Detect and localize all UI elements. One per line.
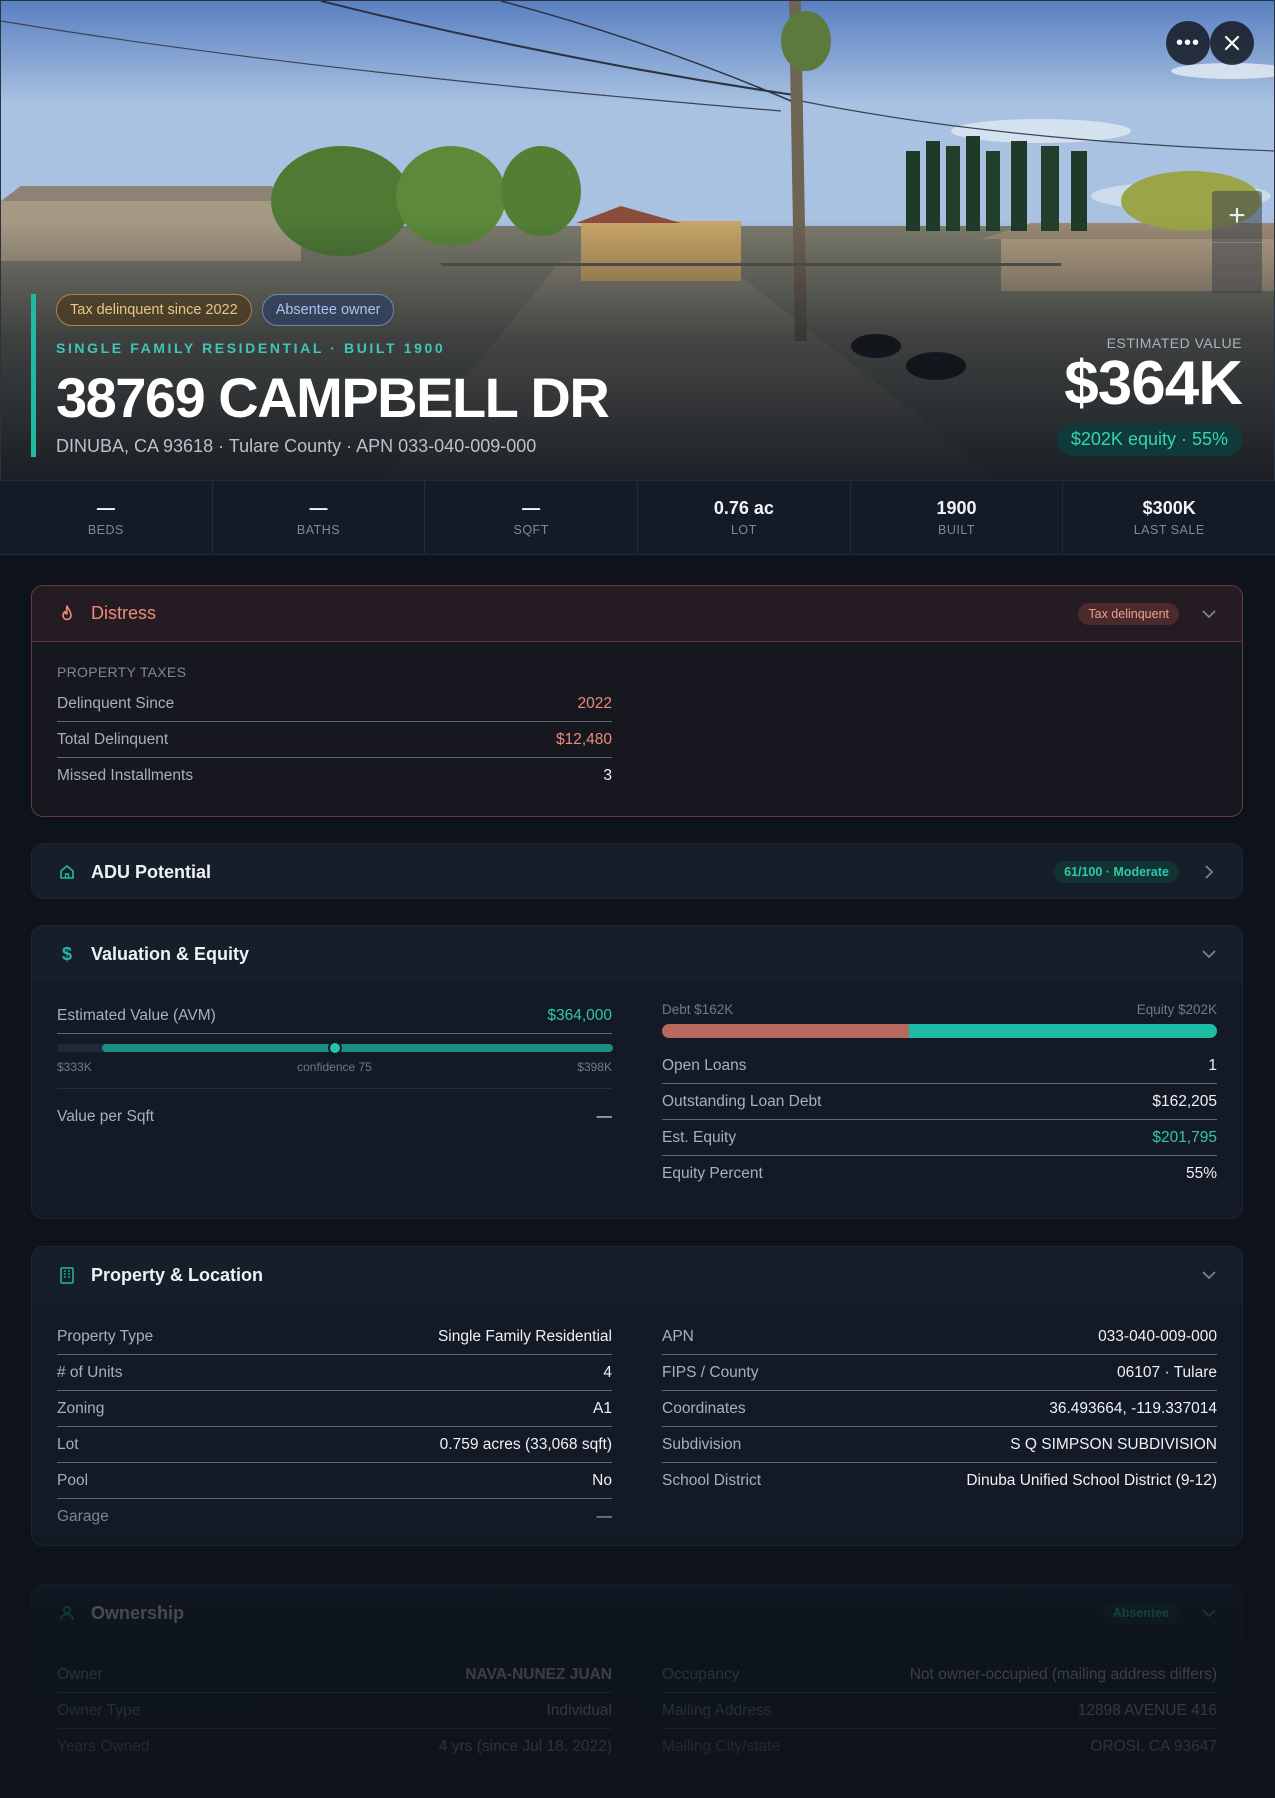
chevron-down-icon[interactable] xyxy=(1201,946,1217,962)
stat-baths: — BATHS xyxy=(213,481,426,554)
units-row: # of Units 4 xyxy=(57,1355,612,1391)
close-icon xyxy=(1224,35,1240,51)
subdivision-row: Subdivision S Q SIMPSON SUBDIVISION xyxy=(662,1427,1217,1463)
home-icon xyxy=(57,862,77,882)
missed-installments-row: Missed Installments 3 xyxy=(57,767,612,784)
property-subaddress: DINUBA, CA 93618 · Tulare County · APN 0… xyxy=(56,436,537,456)
building-icon xyxy=(57,1265,77,1285)
zoom-out-button[interactable] xyxy=(1212,243,1262,294)
adu-title: ADU Potential xyxy=(91,861,212,882)
chevron-down-icon[interactable] xyxy=(1201,1267,1217,1283)
tax-delinquent-status-badge: Tax delinquent xyxy=(1078,602,1179,625)
avm-value: $364,000 xyxy=(547,1006,612,1024)
stat-beds: — BEDS xyxy=(0,481,213,554)
mailing-address-row: Mailing Address 12898 AVENUE 416 xyxy=(662,1693,1217,1729)
property-taxes-label: PROPERTY TAXES xyxy=(57,664,187,680)
valuation-equity-card: $ Valuation & Equity Estimated Value (AV… xyxy=(31,925,1243,1219)
zoning-row: Zoning A1 xyxy=(57,1391,612,1427)
occupancy-row: Occupancy Not owner-occupied (mailing add… xyxy=(662,1657,1217,1693)
property-header-bar[interactable]: Property & Location xyxy=(32,1247,1242,1303)
property-hero: ••• + Tax delinquent since 2022 Absentee… xyxy=(0,0,1275,480)
zoom-in-button[interactable]: + xyxy=(1212,191,1262,243)
avm-row: Estimated Value (AVM) $364,000 xyxy=(57,998,612,1034)
adu-score-badge: 61/100 · Moderate xyxy=(1054,861,1179,883)
property-address: 38769 CAMPBELL DR xyxy=(56,366,610,429)
distress-card: Distress Tax delinquent PROPERTY TAXES D… xyxy=(31,585,1243,817)
garage-row: Garage — xyxy=(57,1508,612,1525)
map-zoom-control: + xyxy=(1212,191,1262,293)
avm-marker xyxy=(328,1041,342,1055)
apn-row: APN 033-040-009-000 xyxy=(662,1319,1217,1355)
more-options-button[interactable]: ••• xyxy=(1166,21,1210,65)
ownership-card: Ownership Absentee Owner NAVA-NUNEZ JUAN … xyxy=(31,1584,1243,1798)
dollar-icon: $ xyxy=(61,943,72,964)
plus-icon: + xyxy=(1228,199,1246,233)
pool-row: Pool No xyxy=(57,1463,612,1499)
delinquent-since-row: Delinquent Since 2022 xyxy=(57,686,612,722)
est-equity-row: Est. Equity $201,795 xyxy=(662,1120,1217,1156)
range-confidence: confidence 75 xyxy=(297,1060,372,1074)
property-type-kicker: SINGLE FAMILY RESIDENTIAL · BUILT 1900 xyxy=(56,340,446,356)
close-button[interactable] xyxy=(1210,21,1254,65)
distress-header[interactable]: Distress Tax delinquent xyxy=(32,586,1242,642)
chevron-right-icon[interactable] xyxy=(1201,864,1217,880)
absentee-owner-badge: Absentee owner xyxy=(261,294,395,326)
outstanding-debt-row: Outstanding Loan Debt $162,205 xyxy=(662,1084,1217,1120)
equity-badge: $202K equity · 55% xyxy=(1056,423,1242,456)
tax-delinquent-badge: Tax delinquent since 2022 xyxy=(56,294,252,326)
stat-sqft: — SQFT xyxy=(425,481,639,554)
debt-label: Debt $162K xyxy=(662,1002,734,1017)
distress-title: Distress xyxy=(91,603,157,623)
stat-built: 1900 BUILT xyxy=(851,481,1064,554)
debt-equity-bar xyxy=(662,1024,1217,1038)
range-high: $398K xyxy=(577,1060,612,1074)
more-horizontal-icon: ••• xyxy=(1175,32,1200,54)
stat-last-sale: $300K LAST SALE xyxy=(1133,498,1205,537)
property-location-card: Property & Location Property Type Single … xyxy=(31,1246,1243,1546)
years-owned-row: Years Owned 4 yrs (since Jul 18, 2022) xyxy=(57,1738,612,1755)
value-per-sqft-row: Value per Sqft — xyxy=(57,1108,612,1125)
equity-percent-row: Equity Percent 55% xyxy=(662,1165,1217,1182)
total-delinquent-row: Total Delinquent $12,480 xyxy=(57,722,612,758)
avm-confidence-range xyxy=(57,1041,613,1055)
coordinates-row: Coordinates 36.493664, -119.337014 xyxy=(662,1391,1217,1427)
absentee-badge: Absentee xyxy=(1102,1602,1179,1624)
equity-label: Equity $202K xyxy=(1136,1002,1217,1017)
debt-segment xyxy=(662,1024,909,1038)
valuation-title: Valuation & Equity xyxy=(91,943,250,964)
ownership-header[interactable]: Ownership Absentee xyxy=(32,1585,1242,1641)
estimated-value-label: ESTIMATED VALUE xyxy=(1106,335,1242,351)
flame-icon xyxy=(57,604,77,624)
equity-segment xyxy=(908,1024,1217,1038)
open-loans-row: Open Loans 1 xyxy=(662,1048,1217,1084)
ownership-title: Ownership xyxy=(91,1602,185,1623)
fips-county-row: FIPS / County 06107 · Tulare xyxy=(662,1355,1217,1391)
mailing-city-row: Mailing City/state OROSI, CA 93647 xyxy=(662,1738,1217,1755)
lot-row: Lot 0.759 acres (33,068 sqft) xyxy=(57,1427,612,1463)
estimated-value: $364K xyxy=(1064,349,1243,418)
stat-lot: 0.76 ac LOT xyxy=(638,481,851,554)
owner-row: Owner NAVA-NUNEZ JUAN xyxy=(57,1657,612,1693)
owner-type-row: Owner Type Individual xyxy=(57,1693,612,1729)
valuation-header[interactable]: $ Valuation & Equity xyxy=(32,926,1242,982)
property-header: Tax delinquent since 2022 Absentee owner… xyxy=(31,294,610,457)
adu-potential-card[interactable]: ADU Potential 61/100 · Moderate xyxy=(31,843,1243,899)
school-district-row: School District Dinuba Unified School Dis… xyxy=(662,1472,1217,1489)
user-icon xyxy=(57,1603,77,1623)
chevron-down-icon[interactable] xyxy=(1201,606,1217,622)
property-title: Property & Location xyxy=(91,1264,264,1285)
stats-bar: — BEDS — BATHS — SQFT 0.76 ac LOT 1900 BUILT … xyxy=(0,480,1275,555)
estimated-value-block: ESTIMATED VALUE $364K $202K equity · 55% xyxy=(1056,335,1243,456)
chevron-down-icon[interactable] xyxy=(1201,1605,1217,1621)
range-low: $333K xyxy=(57,1060,92,1074)
property-type-row: Property Type Single Family Residential xyxy=(57,1319,612,1355)
